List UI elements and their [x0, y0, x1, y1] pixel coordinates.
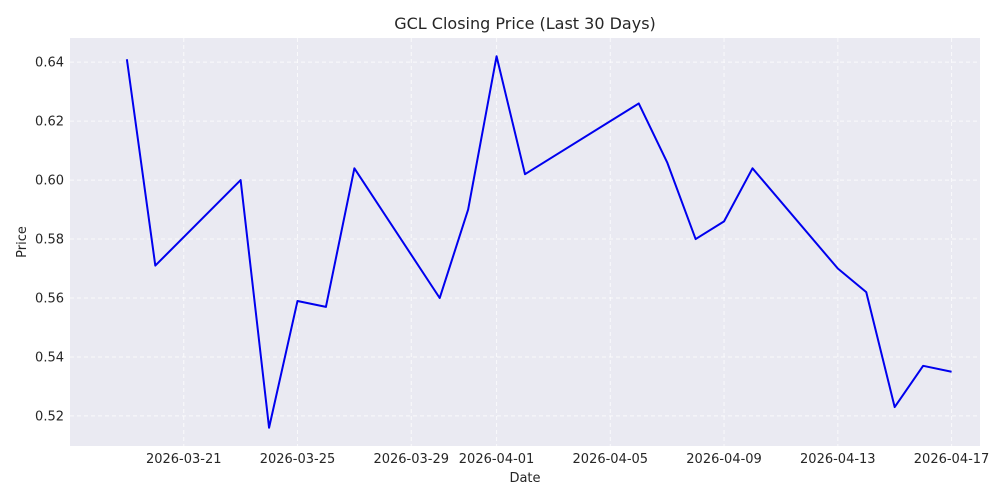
- y-tick-label: 0.58: [35, 233, 64, 248]
- x-tick-label: 2026-03-29: [373, 452, 449, 467]
- x-tick-label: 2026-04-17: [914, 452, 990, 467]
- x-tick-label: 2026-04-01: [459, 452, 535, 467]
- y-tick-label: 0.52: [35, 409, 64, 424]
- y-tick-label: 0.56: [35, 292, 64, 307]
- y-axis-label: Price: [15, 226, 30, 258]
- y-tick-label: 0.54: [35, 350, 64, 365]
- price-series-line: [125, 55, 952, 429]
- y-tick-label: 0.62: [35, 115, 64, 130]
- y-tick-label: 0.64: [35, 56, 64, 71]
- plot-area-background: [70, 38, 980, 446]
- y-tick-label: 0.60: [35, 174, 64, 189]
- x-axis-ticks: 2026-03-21 2026-03-25 2026-03-29 2026-04-01…: [146, 452, 989, 467]
- chart-title: GCL Closing Price (Last 30 Days): [394, 14, 656, 33]
- x-tick-label: 2026-04-13: [800, 452, 876, 467]
- series-layer: [125, 55, 952, 429]
- x-tick-label: 2026-03-25: [260, 452, 336, 467]
- x-tick-label: 2026-04-09: [686, 452, 762, 467]
- grid-lines: [70, 38, 980, 446]
- x-tick-label: 2026-04-05: [573, 452, 649, 467]
- y-axis-ticks: 0.52 0.54 0.56 0.58 0.60 0.62 0.64: [35, 56, 64, 425]
- x-tick-label: 2026-03-21: [146, 452, 222, 467]
- x-axis-label: Date: [509, 471, 540, 486]
